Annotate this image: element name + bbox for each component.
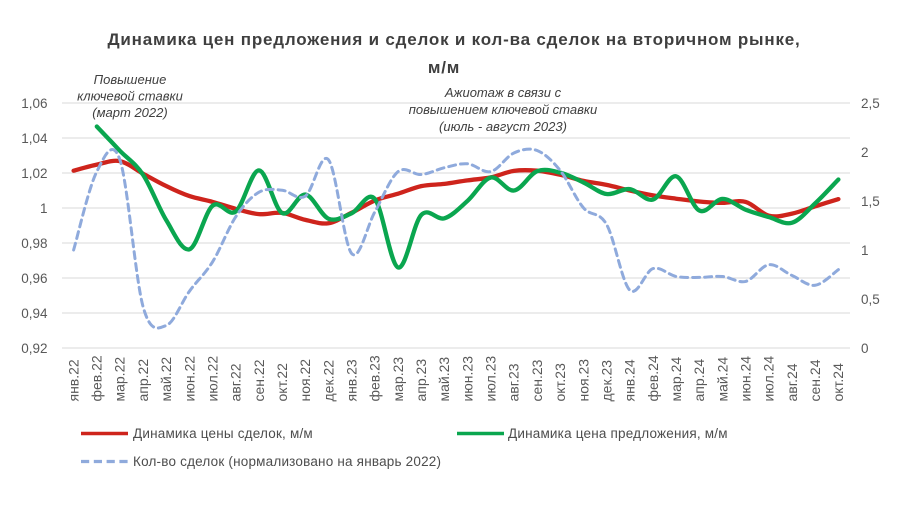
svg-text:1: 1	[861, 243, 869, 258]
svg-text:окт.22: окт.22	[274, 363, 290, 402]
svg-text:1,04: 1,04	[21, 131, 48, 146]
svg-text:авг.24: авг.24	[784, 363, 800, 401]
svg-text:май.22: май.22	[158, 357, 174, 402]
svg-text:авг.22: авг.22	[228, 363, 244, 401]
svg-text:апр.24: апр.24	[691, 359, 707, 402]
svg-text:1,02: 1,02	[21, 166, 47, 181]
svg-text:1: 1	[40, 201, 48, 216]
svg-text:май.23: май.23	[436, 357, 452, 402]
svg-text:окт.24: окт.24	[830, 363, 846, 402]
svg-text:ноя.23: ноя.23	[575, 359, 591, 402]
svg-text:0,98: 0,98	[21, 236, 47, 251]
svg-text:апр.22: апр.22	[135, 359, 151, 402]
svg-text:Ажиотаж в связи с: Ажиотаж в связи с	[444, 85, 562, 100]
svg-text:июл.24: июл.24	[761, 356, 777, 402]
svg-text:окт.23: окт.23	[552, 363, 568, 402]
svg-text:Кол-во сделок (нормализовано н: Кол-во сделок (нормализовано на январь 2…	[133, 454, 441, 469]
svg-text:июн.23: июн.23	[459, 356, 475, 402]
svg-text:Динамика цен предложения и сде: Динамика цен предложения и сделок и кол-…	[107, 30, 800, 49]
svg-text:0: 0	[861, 341, 869, 356]
svg-text:апр.23: апр.23	[413, 359, 429, 402]
svg-text:2,5: 2,5	[861, 96, 880, 111]
svg-text:0,92: 0,92	[21, 341, 47, 356]
svg-text:сен.24: сен.24	[807, 359, 823, 401]
svg-text:июл.22: июл.22	[204, 356, 220, 402]
svg-text:авг.23: авг.23	[506, 363, 522, 401]
svg-text:дек.23: дек.23	[598, 360, 614, 402]
svg-text:июн.22: июн.22	[181, 356, 197, 402]
svg-text:май.24: май.24	[714, 357, 730, 402]
svg-text:м/м: м/м	[428, 58, 460, 77]
svg-text:янв.22: янв.22	[65, 359, 81, 401]
svg-text:июн.24: июн.24	[738, 356, 754, 402]
svg-text:фев.23: фев.23	[367, 355, 383, 401]
svg-text:июл.23: июл.23	[483, 356, 499, 402]
svg-text:фев.22: фев.22	[89, 355, 105, 401]
svg-text:повышением ключевой ставки: повышением ключевой ставки	[409, 102, 598, 117]
svg-text:сен.22: сен.22	[251, 359, 267, 401]
svg-text:1,06: 1,06	[21, 96, 47, 111]
svg-text:0,94: 0,94	[21, 306, 48, 321]
svg-text:2: 2	[861, 145, 869, 160]
svg-text:(июль - август 2023): (июль - август 2023)	[439, 119, 567, 134]
svg-text:ключевой ставки: ключевой ставки	[77, 89, 183, 104]
svg-text:1,5: 1,5	[861, 194, 880, 209]
svg-text:Динамика цена предложения, м/м: Динамика цена предложения, м/м	[508, 426, 728, 441]
svg-text:фев.24: фев.24	[645, 355, 661, 401]
svg-text:сен.23: сен.23	[529, 359, 545, 401]
svg-text:0,5: 0,5	[861, 292, 880, 307]
svg-text:дек.22: дек.22	[320, 360, 336, 402]
svg-text:Повышение: Повышение	[94, 72, 167, 87]
svg-text:(март 2022): (март 2022)	[92, 105, 167, 120]
svg-text:ноя.22: ноя.22	[297, 359, 313, 402]
svg-text:мар.22: мар.22	[112, 357, 128, 402]
svg-text:янв.24: янв.24	[622, 359, 638, 401]
svg-text:янв.23: янв.23	[344, 359, 360, 401]
svg-text:Динамика цены сделок, м/м: Динамика цены сделок, м/м	[133, 426, 313, 441]
svg-text:мар.24: мар.24	[668, 357, 684, 402]
svg-text:0,96: 0,96	[21, 271, 47, 286]
svg-text:мар.23: мар.23	[390, 357, 406, 402]
